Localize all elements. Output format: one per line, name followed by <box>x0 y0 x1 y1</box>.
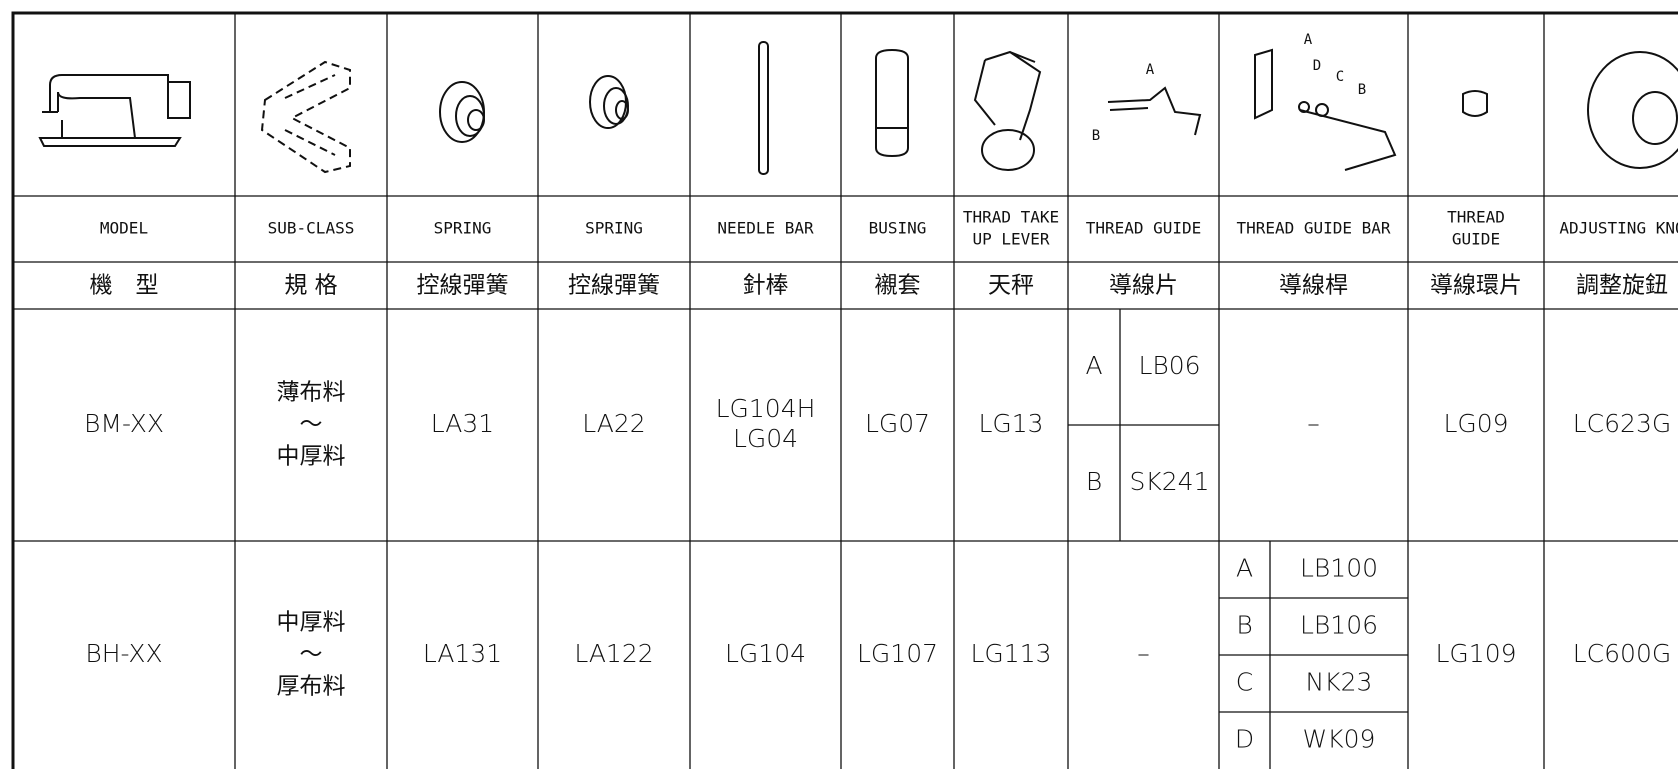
header-en: MODEL <box>100 219 148 238</box>
cell-text: LG07 <box>865 409 930 438</box>
cell-text: – <box>1137 639 1150 668</box>
icon-label: B <box>1358 82 1366 98</box>
header-en: THRAD TAKE <box>963 208 1059 227</box>
cell-text: 薄布料 <box>277 380 346 406</box>
header-en: SPRING <box>585 219 643 238</box>
part-number: LB106 <box>1300 611 1378 640</box>
cell-text: ～ <box>300 412 323 438</box>
header-en: SUB-CLASS <box>268 219 355 238</box>
spring-icon <box>439 81 485 143</box>
sub-label: A <box>1236 554 1253 583</box>
busing-icon <box>875 48 909 158</box>
cell-text: 中厚料 <box>277 444 346 470</box>
cell-text: LG104 <box>725 639 806 668</box>
header-zh: 天秤 <box>988 273 1034 299</box>
header-zh: 導線桿 <box>1279 273 1348 299</box>
cell-text: LA122 <box>574 639 653 668</box>
thread-guide-icon <box>1107 86 1202 136</box>
cell-text: LA131 <box>423 639 502 668</box>
header-en: NEEDLE BAR <box>717 219 814 238</box>
part-number: SK241 <box>1130 467 1210 496</box>
header-en: BUSING <box>869 219 927 238</box>
cell-text: BH-XX <box>85 639 162 668</box>
icon-label: C <box>1336 69 1344 85</box>
sub-label: D <box>1235 725 1254 754</box>
cell-text: LG107 <box>857 639 938 668</box>
icon-label: B <box>1092 128 1100 144</box>
thread-guide-bar-icon <box>1254 48 1397 171</box>
header-zh: 調整旋鈕 <box>1576 273 1668 299</box>
sub-label: A <box>1085 351 1102 380</box>
icons: A B A D C B <box>38 32 1678 175</box>
cell-text: LG104H <box>716 394 816 423</box>
cell-text: LG04 <box>733 424 798 453</box>
header-zh: 機 型 <box>90 273 159 299</box>
header-en: THREAD GUIDE <box>1086 219 1202 238</box>
cell-text: LA31 <box>431 409 494 438</box>
header-en: UP LEVER <box>972 230 1049 249</box>
cell-text: LG109 <box>1435 639 1516 668</box>
sub-label: C <box>1236 668 1253 697</box>
icon-label: A <box>1304 32 1313 48</box>
cell-text: LC623G <box>1573 409 1671 438</box>
machine-icon <box>38 74 191 147</box>
header-zh: 規 格 <box>284 273 337 299</box>
cell-text: LG13 <box>978 409 1043 438</box>
ring-icon <box>1462 90 1488 117</box>
cell-text: LC600G <box>1573 639 1671 668</box>
knob-icon <box>1632 91 1678 145</box>
lever-icon-ring <box>981 129 1035 171</box>
cell-text: – <box>1307 409 1320 438</box>
part-number: WK09 <box>1303 725 1376 754</box>
header-zh: 針棒 <box>743 273 789 299</box>
cell-text: ～ <box>300 642 323 668</box>
cell-text: 厚布料 <box>277 674 346 700</box>
washer-icon <box>1315 103 1329 117</box>
cell-text: 中厚料 <box>277 610 346 636</box>
part-number: NK23 <box>1306 668 1373 697</box>
header-zh: 導線片 <box>1109 273 1178 299</box>
header-en: THREAD <box>1447 208 1505 227</box>
header-en: ADJUSTING KNO <box>1559 219 1678 238</box>
cell-text: LG113 <box>970 639 1051 668</box>
header-en: THREAD GUIDE BAR <box>1236 219 1390 238</box>
sub-label: B <box>1086 467 1102 496</box>
cell-text: LG09 <box>1443 409 1508 438</box>
header-zh: 導線環片 <box>1430 273 1522 299</box>
lever-icon <box>973 50 1042 141</box>
part-number: LB06 <box>1138 351 1200 380</box>
washer-icon <box>1298 101 1310 113</box>
part-number: LB100 <box>1300 554 1378 583</box>
header-zh: 控線彈簧 <box>568 273 660 299</box>
header-en: SPRING <box>434 219 492 238</box>
icon-label: D <box>1313 58 1321 74</box>
header-en: GUIDE <box>1452 230 1500 249</box>
header-zh: 襯套 <box>875 273 921 299</box>
cell-text: BM-XX <box>84 409 164 438</box>
sub-label: B <box>1236 611 1252 640</box>
cell-text: LA22 <box>582 409 645 438</box>
knob-icon <box>1587 51 1678 169</box>
cloth-icon <box>260 60 351 174</box>
table-frame <box>11 11 1678 769</box>
needle-bar-icon <box>758 41 769 175</box>
icon-label: A <box>1146 62 1155 78</box>
header-zh: 控線彈簧 <box>417 273 509 299</box>
spring-icon <box>589 75 629 129</box>
